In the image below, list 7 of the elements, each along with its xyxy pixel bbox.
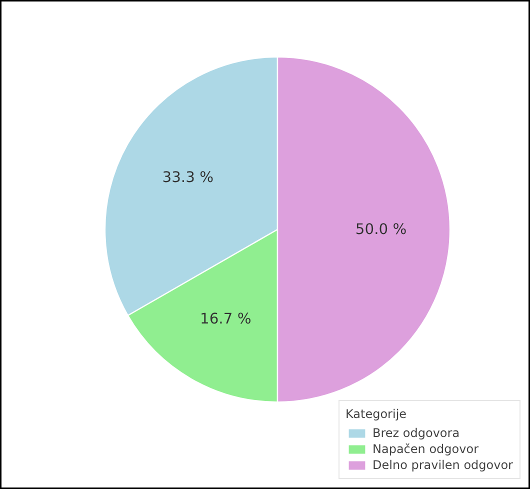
legend-label: Brez odgovora xyxy=(372,426,460,440)
data-label: 16.7 % xyxy=(200,310,252,328)
data-label: 33.3 % xyxy=(162,169,214,186)
data-label: 50.0 % xyxy=(355,221,407,238)
legend-label: Napačen odgovor xyxy=(372,442,478,456)
legend-label: Delno pravilen odgovor xyxy=(372,458,513,472)
legend-title: Kategorije xyxy=(346,407,408,421)
